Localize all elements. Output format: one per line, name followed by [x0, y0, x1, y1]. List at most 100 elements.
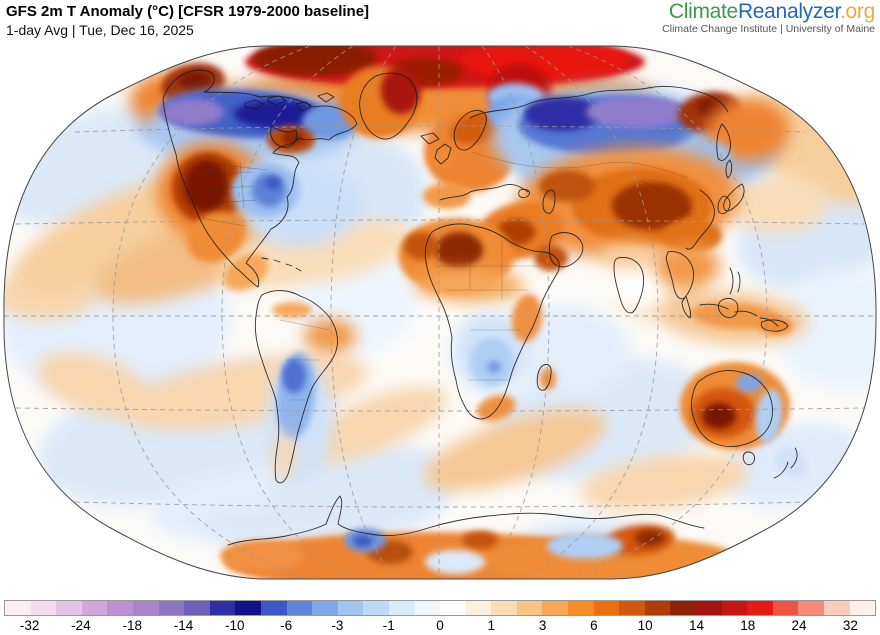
anomaly-kazakh-darkorange: [539, 170, 595, 202]
colorbar-tick-label: 18: [740, 618, 756, 633]
anomaly-arctic-maroon-left: [253, 46, 377, 76]
anomaly-quebec-maroon: [282, 131, 304, 145]
anomaly-libya-maroon: [435, 232, 483, 268]
colorbar-segment: [747, 601, 773, 615]
anomaly-sam-ncoast-orange: [272, 302, 312, 318]
coastlines: [162, 69, 798, 546]
colorbar-segment: [388, 601, 415, 615]
logo-tagline: Climate Change Institute | University of…: [662, 23, 875, 36]
anomaly-southern-blue2: [200, 504, 310, 540]
colorbar-segment: [107, 601, 133, 615]
colorbar-segment: [440, 601, 466, 615]
colorbar-segment: [209, 601, 236, 615]
anomaly-nz-paleblue: [774, 448, 808, 478]
anomaly-nebrazil-orange: [304, 319, 356, 353]
colorbar-segment: [337, 601, 364, 615]
anomaly-sahel-orange: [415, 270, 525, 302]
colorbar-tick-label: 0: [436, 618, 444, 633]
anomaly-antarctic-blue2: [547, 533, 623, 559]
anomaly-antarctic-blue-core: [353, 535, 373, 547]
colorbar-segment: [644, 601, 671, 615]
colorbar-ticks: -32 -24 -18 -14 -10 -6 -3 -1 0 1 3 6 10 14 18 24 32: [4, 618, 876, 635]
colorbar-tick-label: -24: [71, 618, 91, 633]
anomaly-scandinavia-darkorange: [450, 111, 502, 145]
anomaly-schina-darkorange: [662, 219, 722, 253]
colorbar-tick-label: -10: [225, 618, 245, 633]
anomaly-india-white: [606, 262, 666, 310]
colorbar-tick-label: 3: [538, 618, 547, 633]
site-logo[interactable]: ClimateReanalyzer.org Climate Change Ins…: [662, 0, 875, 36]
colorbar-tick-label: 32: [842, 618, 858, 633]
anomaly-siberia-purple: [586, 96, 686, 128]
anomaly-ncanada-purple: [160, 98, 224, 126]
anomaly-wus-maroon-core: [184, 160, 228, 212]
logo-wordmark[interactable]: ClimateReanalyzer.org: [662, 0, 875, 23]
colorbar-segment: [619, 601, 645, 615]
anomaly-antarctic-maroon: [635, 530, 665, 546]
anomaly-cape-orange: [476, 395, 516, 421]
colorbar-segment: [56, 601, 82, 615]
anomaly-alaska-core: [180, 72, 212, 92]
date-subtitle: 1-day Avg | Tue, Dec 16, 2025: [6, 22, 194, 38]
colorbar-segment: [158, 601, 185, 615]
colorbar-tick-label: 1: [487, 618, 496, 633]
colorbar-segment: [5, 601, 31, 615]
anomaly-centralamerica-orange: [223, 253, 269, 291]
colorbar-segment: [696, 601, 722, 615]
country-borders: [194, 151, 691, 401]
colorbar-segment: [363, 601, 389, 615]
anomaly-swindian-orange: [424, 409, 606, 491]
anomaly-sindian-orange: [580, 453, 750, 511]
colorbar-segment: [312, 601, 338, 615]
colorbar-segment: [516, 601, 543, 615]
colorbar-segment: [30, 601, 57, 615]
colorbar-segment: [81, 601, 108, 615]
anomaly-madagascar-orange: [540, 368, 556, 390]
anomaly-australia-maroon: [702, 403, 736, 429]
colorbar-segment: [465, 601, 492, 615]
anomaly-australia-ne-blue: [736, 374, 762, 392]
anomaly-map: [3, 45, 877, 580]
anomaly-iberia-orange: [423, 183, 471, 209]
colorbar-segment: [568, 601, 594, 615]
anomaly-eus-navy-spot: [265, 177, 281, 189]
anomaly-samerica-blue-core: [282, 359, 306, 393]
anomaly-mexico-orange: [187, 211, 245, 263]
colorbar-segment: [491, 601, 517, 615]
colorbar-tick-label: 10: [637, 618, 653, 633]
anomaly-antarctic-darkorange2: [462, 531, 498, 549]
anomaly-field: [3, 46, 877, 579]
anomaly-kamchatka-orange: [706, 98, 790, 162]
anomaly-japan-east-orange: [728, 177, 828, 233]
colorbar-segment: [184, 601, 210, 615]
logo-part-org: .org: [840, 0, 875, 23]
anomaly-ncanada-navy: [234, 100, 318, 128]
anomaly-greenland-darkred: [381, 66, 421, 114]
projection-outline: [3, 45, 877, 580]
colorbar-tick-label: -18: [122, 618, 142, 633]
anomaly-eqpac-right-pale: [775, 270, 877, 390]
colorbar-segment: [542, 601, 569, 615]
anomaly-siberia-navy: [524, 97, 600, 131]
anomaly-nwafrica-darkorange: [404, 232, 438, 260]
colorbar-tick-label: -32: [19, 618, 40, 633]
colorbar-segment: [286, 601, 313, 615]
colorbar-tick-label: 24: [791, 618, 807, 633]
anomaly-ross-paleblue: [425, 550, 485, 574]
colorbar-segment: [824, 601, 850, 615]
anomaly-satl-orange: [297, 386, 447, 464]
colorbar-segment: [670, 601, 697, 615]
page-title: GFS 2m T Anomaly (°C) [CFSR 1979-2000 ba…: [6, 3, 370, 20]
logo-part-reanalyzer: Reanalyzer: [737, 0, 840, 23]
anomaly-eastafrica-orange: [511, 294, 543, 342]
colorbar-segment: [132, 601, 159, 615]
anomaly-indochina-orange: [656, 244, 720, 288]
anomaly-australia-east-blue: [755, 389, 783, 443]
colorbar-segment: [849, 601, 876, 615]
graticule-grid: [4, 46, 876, 579]
anomaly-botswana-bluespot: [487, 361, 501, 373]
colorbar-segment: [798, 601, 824, 615]
header: GFS 2m T Anomaly (°C) [CFSR 1979-2000 ba…: [0, 0, 880, 42]
colorbar-tick-label: -1: [382, 618, 395, 633]
anomaly-antarctic-left-orange: [220, 540, 304, 572]
